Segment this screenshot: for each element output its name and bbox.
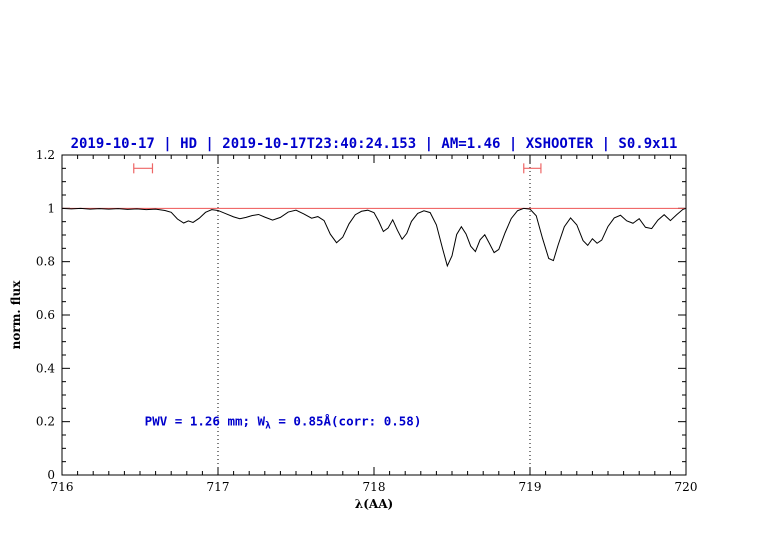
x-axis-label: λ(AA) xyxy=(355,497,393,511)
x-tick-label: 717 xyxy=(207,480,230,494)
y-tick-label: 1.2 xyxy=(36,148,55,162)
y-tick-label: 0.8 xyxy=(36,255,55,269)
lambda-subscript: λ xyxy=(265,421,271,432)
pwv-annotation: PWV = 1.26 mm; Wλ = 0.85Å(corr: 0.58) xyxy=(145,414,422,432)
y-tick-label: 0.6 xyxy=(36,308,55,322)
axes: 716 717 718 719 720 0 0.2 0.4 0.6 0.8 1 1.2 xyxy=(36,148,698,494)
line-region-marker xyxy=(523,163,542,174)
pwv-annotation-rest: = 0.85Å(corr: 0.58) xyxy=(271,414,422,429)
plot-content xyxy=(61,155,687,475)
x-tick-label: 720 xyxy=(675,480,698,494)
x-tick-label: 716 xyxy=(51,480,74,494)
y-tick-label: 0 xyxy=(47,468,55,482)
x-tick-label: 718 xyxy=(363,480,386,494)
y-tick-label: 0.2 xyxy=(36,415,55,429)
line-region-marker xyxy=(133,163,154,174)
y-tick-label: 0.4 xyxy=(36,361,55,375)
y-tick-label: 1 xyxy=(47,201,55,215)
plot-title: 2019-10-17 | HD | 2019-10-17T23:40:24.15… xyxy=(71,136,678,152)
y-axis-label: norm. flux xyxy=(9,280,23,350)
x-tick-label: 719 xyxy=(519,480,542,494)
pwv-annotation-main: PWV = 1.26 mm; W xyxy=(145,414,266,429)
spectrum-line xyxy=(61,207,687,268)
